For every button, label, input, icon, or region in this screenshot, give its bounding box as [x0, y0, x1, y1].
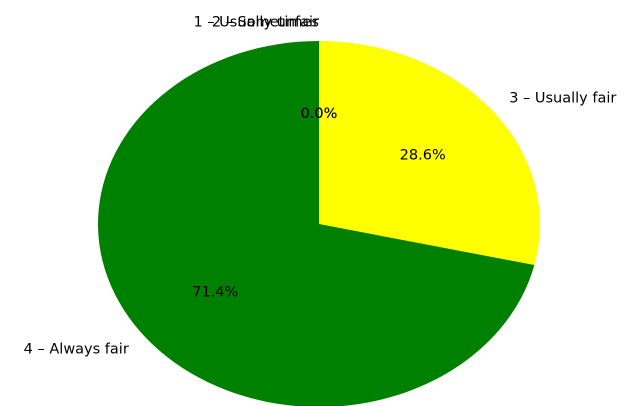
pie-slice-4-always-fair [98, 41, 535, 406]
pie-slice-3-usually-fair [319, 41, 540, 266]
legend-label-1-usually-unfair: 1 – Usually unfair [193, 15, 319, 31]
legend-label-3-usually-fair: 3 – Usually fair [509, 91, 616, 107]
legend-label-4-always-fair: 4 – Always fair [24, 341, 129, 357]
percent-label-4-always-fair: 71.4% [192, 284, 238, 300]
percent-label-2-sometimes: 0.0% [301, 106, 338, 122]
percent-label-1-usually-unfair: 0.0% [301, 106, 338, 122]
legend-label-2-sometimes: 2 – Sometimes [212, 15, 319, 31]
percent-label-3-usually-fair: 28.6% [400, 148, 446, 164]
pie-slices [98, 41, 540, 406]
